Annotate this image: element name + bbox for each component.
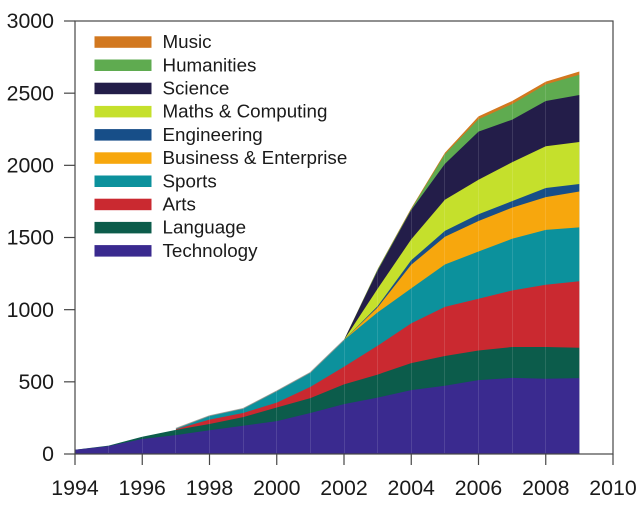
svg-text:2000: 2000 [7, 154, 55, 178]
svg-text:Language: Language [163, 217, 247, 238]
svg-text:3000: 3000 [7, 9, 55, 33]
svg-text:2000: 2000 [253, 476, 301, 500]
svg-text:Sports: Sports [163, 170, 217, 191]
svg-text:Music: Music [163, 31, 212, 52]
svg-text:Business & Enterprise: Business & Enterprise [163, 147, 348, 168]
svg-text:2002: 2002 [320, 476, 367, 500]
svg-text:Humanities: Humanities [163, 54, 257, 75]
svg-text:Engineering: Engineering [163, 124, 263, 145]
svg-text:1998: 1998 [186, 476, 233, 500]
svg-text:1996: 1996 [119, 476, 166, 500]
svg-text:2010: 2010 [589, 476, 637, 500]
svg-text:Arts: Arts [163, 194, 196, 215]
svg-text:2004: 2004 [388, 476, 436, 500]
svg-text:2500: 2500 [7, 81, 55, 105]
svg-text:1000: 1000 [7, 298, 55, 322]
svg-text:1500: 1500 [7, 226, 55, 250]
svg-text:2006: 2006 [455, 476, 502, 500]
svg-text:0: 0 [42, 442, 54, 466]
svg-text:1994: 1994 [51, 476, 99, 500]
svg-text:2008: 2008 [522, 476, 569, 500]
svg-text:500: 500 [18, 370, 54, 394]
svg-text:Technology: Technology [163, 240, 259, 261]
svg-text:Science: Science [163, 78, 230, 99]
svg-text:Maths & Computing: Maths & Computing [163, 101, 328, 122]
